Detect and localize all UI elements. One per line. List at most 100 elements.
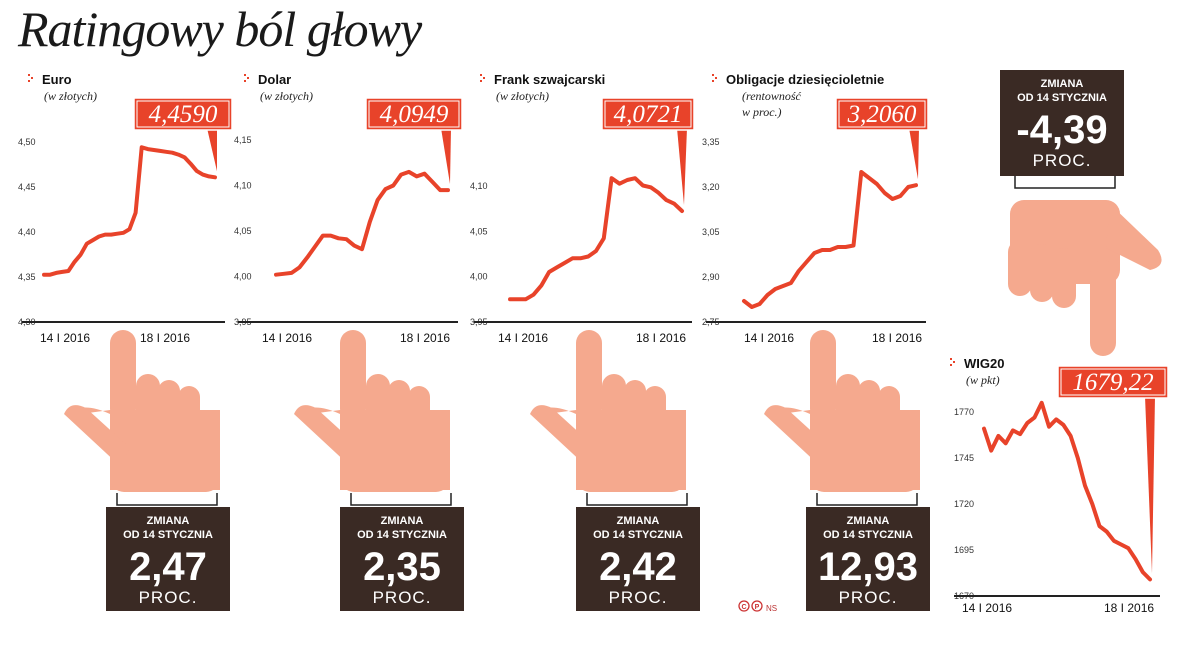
bullet-icon	[712, 74, 714, 76]
change-label: OD 14 STYCZNIA	[357, 529, 447, 541]
y-tick-label: 1695	[954, 545, 974, 555]
change-label: OD 14 STYCZNIA	[123, 529, 213, 541]
change-value: 2,35	[363, 545, 441, 589]
x-tick-label: 14 I 2016	[744, 331, 794, 345]
y-tick-label: 4,35	[18, 272, 36, 282]
callout-box	[133, 97, 233, 131]
panel-subtitle: (w złotych)	[496, 89, 549, 103]
callout-value: 4,0721	[614, 101, 683, 128]
callout-border	[604, 100, 692, 128]
callout-border	[136, 100, 230, 128]
hand-knuckle	[1052, 248, 1076, 308]
y-tick-label: 3,35	[702, 137, 720, 147]
bullet-icon	[950, 358, 952, 360]
bullet-icon	[28, 74, 30, 76]
panel-subtitle: (rentowność	[742, 89, 802, 103]
change-label: ZMIANA	[847, 515, 890, 527]
change-label: ZMIANA	[617, 515, 660, 527]
x-tick-label: 14 I 2016	[262, 331, 312, 345]
y-tick-label: 4,45	[18, 182, 36, 192]
hand-finger	[576, 330, 602, 422]
y-tick-label: 4,00	[234, 272, 252, 282]
callout-box	[365, 97, 463, 131]
callout-box	[835, 97, 929, 131]
y-tick-label: 1770	[954, 407, 974, 417]
cuff-bracket	[816, 493, 918, 506]
svg-text:P: P	[755, 604, 760, 611]
page-title: Ratingowy ból głowy	[18, 1, 422, 57]
callout-pointer	[1145, 396, 1155, 574]
panel-subtitle: (w złotych)	[260, 89, 313, 103]
y-tick-label: 4,40	[18, 227, 36, 237]
change-box-bg	[340, 507, 464, 611]
change-label: OD 14 STYCZNIA	[1017, 92, 1107, 104]
panel-title: WIG20	[964, 356, 1004, 371]
bullet-icon	[953, 361, 955, 363]
hand-thumb	[64, 405, 130, 466]
y-tick-label: 1720	[954, 499, 974, 509]
hand-palm	[576, 410, 686, 492]
series-line	[274, 169, 450, 277]
change-value: 2,47	[129, 545, 207, 589]
x-tick-label: 18 I 2016	[140, 331, 190, 345]
series-line	[742, 170, 918, 309]
panel-title: Frank szwajcarski	[494, 72, 605, 87]
hand-thumb	[1106, 204, 1162, 270]
y-tick-label: 4,50	[18, 137, 36, 147]
hand-thumb	[764, 405, 830, 466]
callout-value: 4,0949	[380, 101, 449, 128]
y-tick-label: 4,10	[470, 181, 488, 191]
chart-panel-4: Obligacje dziesięcioletnie (rentowność w p…	[702, 72, 930, 611]
y-tick-label: 4,15	[234, 135, 252, 145]
callout-value: 3,2060	[847, 101, 917, 128]
panel-title: Obligacje dziesięcioletnie	[726, 72, 884, 87]
x-tick-label: 14 I 2016	[40, 331, 90, 345]
phonogram-icon: P	[751, 600, 763, 612]
change-label: ZMIANA	[147, 515, 190, 527]
y-tick-label: 2,90	[702, 272, 720, 282]
chart-panel-3: Frank szwajcarski (w złotych) 4,10 4,05 4,00…	[470, 72, 700, 611]
change-unit: PROC.	[373, 588, 432, 607]
y-tick-label: 4,05	[470, 226, 488, 236]
y-tick-label: 1745	[954, 453, 974, 463]
panel-title: Dolar	[258, 72, 291, 87]
bullet-icon	[712, 80, 714, 82]
x-tick-label: 14 I 2016	[498, 331, 548, 345]
copyright-icon: C	[738, 600, 750, 612]
panel-title: Euro	[42, 72, 72, 87]
bullet-icon	[483, 77, 485, 79]
x-tick-label: 18 I 2016	[636, 331, 686, 345]
change-unit: PROC.	[139, 588, 198, 607]
callout-box	[1057, 365, 1169, 399]
change-box-bg	[106, 507, 230, 611]
callout-pointer	[677, 128, 687, 205]
cuff-bracket	[350, 493, 452, 506]
x-tick-label: 18 I 2016	[1104, 601, 1154, 615]
hand-palm	[810, 410, 920, 492]
hand-finger	[340, 330, 366, 422]
callout-pointer	[909, 128, 919, 180]
change-value: -4,39	[1016, 108, 1107, 152]
callout-value: 1679,22	[1072, 369, 1153, 396]
change-label: ZMIANA	[381, 515, 424, 527]
change-box-bg	[1000, 70, 1124, 176]
bullet-icon	[244, 74, 246, 76]
panel-subtitle: (w pkt)	[966, 373, 1000, 387]
bullet-icon	[480, 80, 482, 82]
hand-knuckle	[1030, 244, 1054, 302]
callout-border	[1060, 368, 1166, 396]
callout-value: 4,4590	[149, 101, 218, 128]
bullet-icon	[950, 364, 952, 366]
hand-finger	[110, 330, 136, 422]
y-tick-label: 4,00	[470, 272, 488, 282]
bullet-icon	[244, 80, 246, 82]
y-tick-label: 3,05	[702, 227, 720, 237]
callout-border	[838, 100, 926, 128]
change-unit: PROC.	[839, 588, 898, 607]
